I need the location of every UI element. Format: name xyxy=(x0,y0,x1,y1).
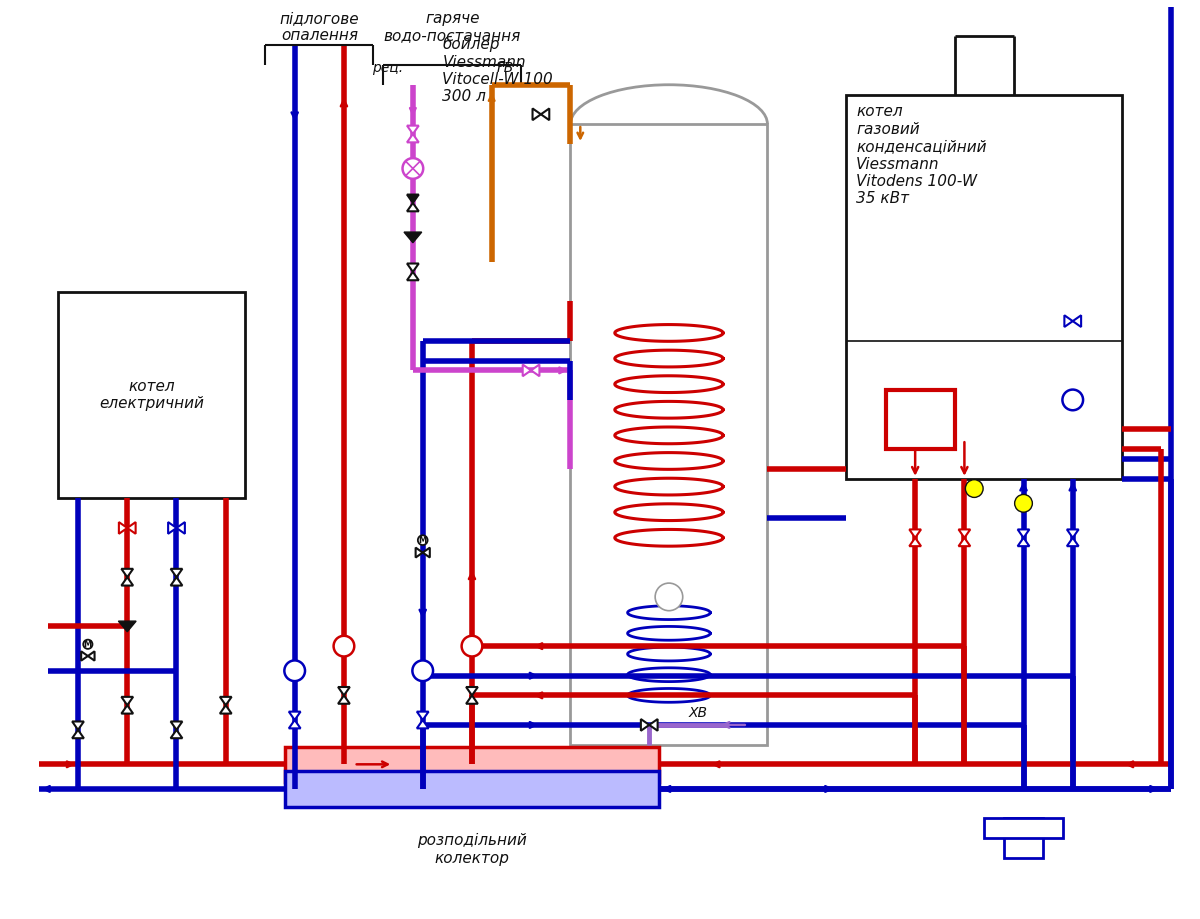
Circle shape xyxy=(402,158,424,179)
Polygon shape xyxy=(984,819,1063,838)
Polygon shape xyxy=(119,522,127,534)
Polygon shape xyxy=(170,730,182,738)
Polygon shape xyxy=(404,233,421,243)
Bar xyxy=(284,746,659,782)
Polygon shape xyxy=(1018,529,1030,538)
Text: ГВ: ГВ xyxy=(497,61,514,75)
Polygon shape xyxy=(641,719,649,731)
Circle shape xyxy=(284,661,305,681)
Text: бойлер
Viessmann
Vitocell-W 100
300 л: бойлер Viessmann Vitocell-W 100 300 л xyxy=(443,36,553,105)
Circle shape xyxy=(462,636,482,656)
Circle shape xyxy=(1062,390,1084,410)
Polygon shape xyxy=(541,108,550,120)
Polygon shape xyxy=(170,577,182,585)
Polygon shape xyxy=(121,577,133,585)
Circle shape xyxy=(413,661,433,681)
Polygon shape xyxy=(407,134,419,142)
Circle shape xyxy=(334,636,354,656)
Polygon shape xyxy=(959,538,971,546)
Polygon shape xyxy=(88,652,95,661)
Polygon shape xyxy=(422,548,430,558)
Polygon shape xyxy=(407,203,419,211)
Polygon shape xyxy=(170,569,182,577)
Polygon shape xyxy=(532,365,540,376)
Polygon shape xyxy=(289,720,300,729)
Polygon shape xyxy=(121,705,133,713)
Polygon shape xyxy=(416,720,428,729)
Polygon shape xyxy=(1067,529,1079,538)
Polygon shape xyxy=(121,697,133,705)
Polygon shape xyxy=(416,711,428,720)
Bar xyxy=(846,95,1122,479)
Polygon shape xyxy=(415,548,422,558)
Circle shape xyxy=(83,640,92,649)
Polygon shape xyxy=(72,730,84,738)
Polygon shape xyxy=(407,126,419,134)
Polygon shape xyxy=(407,264,419,272)
Circle shape xyxy=(418,535,427,545)
Polygon shape xyxy=(466,696,478,704)
Polygon shape xyxy=(407,195,419,203)
Polygon shape xyxy=(1018,538,1030,546)
Polygon shape xyxy=(121,569,133,577)
Polygon shape xyxy=(82,652,88,661)
Polygon shape xyxy=(168,522,176,534)
Bar xyxy=(284,771,659,807)
Circle shape xyxy=(655,583,683,611)
Polygon shape xyxy=(170,721,182,730)
Polygon shape xyxy=(649,719,658,731)
Polygon shape xyxy=(127,522,136,534)
Polygon shape xyxy=(1067,538,1079,546)
Polygon shape xyxy=(407,272,419,280)
Polygon shape xyxy=(72,721,84,730)
Text: ХВ: ХВ xyxy=(689,706,708,720)
Polygon shape xyxy=(1004,819,1043,858)
Polygon shape xyxy=(338,687,349,696)
Polygon shape xyxy=(523,365,532,376)
Polygon shape xyxy=(1073,315,1081,327)
Text: M: M xyxy=(419,536,427,545)
Polygon shape xyxy=(176,522,185,534)
Text: M: M xyxy=(84,640,92,649)
Bar xyxy=(886,390,954,449)
Text: підлогове
опалення: підлогове опалення xyxy=(280,11,359,43)
Text: гаряче
водо-постачання: гаряче водо-постачання xyxy=(384,11,521,43)
Polygon shape xyxy=(533,108,541,120)
Bar xyxy=(570,124,768,744)
Text: котел
електричний: котел електричний xyxy=(100,379,204,411)
Polygon shape xyxy=(959,529,971,538)
Polygon shape xyxy=(1064,315,1073,327)
Polygon shape xyxy=(289,711,300,720)
Text: рец.: рец. xyxy=(372,61,403,75)
Text: розподільний
колектор: розподільний колектор xyxy=(418,834,527,866)
Polygon shape xyxy=(910,529,922,538)
Polygon shape xyxy=(220,697,232,705)
Polygon shape xyxy=(466,687,478,696)
Polygon shape xyxy=(119,621,136,631)
Bar xyxy=(59,291,246,498)
Circle shape xyxy=(1015,494,1032,512)
Polygon shape xyxy=(220,705,232,713)
Polygon shape xyxy=(910,538,922,546)
Text: котел
газовий
конденсаційний
Viessmann
Vitodens 100-W
35 кВт: котел газовий конденсаційний Viessmann V… xyxy=(856,105,986,207)
Polygon shape xyxy=(338,696,349,704)
Circle shape xyxy=(965,480,983,497)
